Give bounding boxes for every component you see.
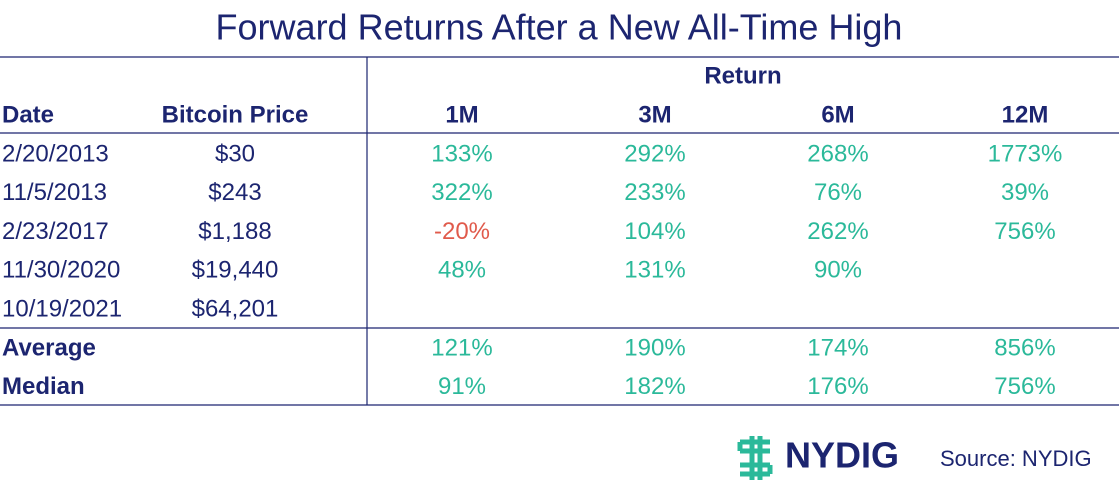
return-cell: -20% [434,218,490,245]
return-cell: 48% [438,257,486,284]
return-cell: 190% [624,334,685,361]
column-header: 6M [821,101,854,128]
cell: $1,188 [198,218,271,245]
cell: $64,201 [192,296,279,323]
return-cell: 174% [807,334,868,361]
cell: 2/20/2013 [2,140,109,167]
return-cell: 76% [814,179,862,206]
cell: Average [2,334,96,361]
return-cell: 756% [994,218,1055,245]
return-cell: 262% [807,218,868,245]
cell: $30 [215,140,255,167]
return-cell: 131% [624,257,685,284]
return-cell: 176% [807,373,868,400]
return-cell: 268% [807,140,868,167]
cell: 11/30/2020 [2,257,120,284]
return-cell: 292% [624,140,685,167]
cell: 2/23/2017 [2,218,109,245]
return-cell: 856% [994,334,1055,361]
return-cell: 91% [438,373,486,400]
column-header: Date [2,101,54,128]
return-cell: 104% [624,218,685,245]
group-header: Return [704,62,781,89]
return-cell: 39% [1001,179,1049,206]
cell: Median [2,373,85,400]
return-cell: 1773% [988,140,1063,167]
column-header: 1M [445,101,478,128]
cell: 10/19/2021 [2,296,122,323]
cell: $243 [208,179,261,206]
column-header: 3M [638,101,671,128]
logo-icon [737,436,773,480]
source: Source: NYDIG [940,446,1092,471]
column-header: 12M [1002,101,1049,128]
return-cell: 121% [431,334,492,361]
cell: $19,440 [192,257,279,284]
return-cell: 756% [994,373,1055,400]
cell: 11/5/2013 [2,179,107,206]
return-cell: 182% [624,373,685,400]
return-cell: 133% [431,140,492,167]
title: Forward Returns After a New All-Time Hig… [216,7,903,48]
logo-text: NYDIG [785,435,899,476]
return-cell: 233% [624,179,685,206]
column-header: Bitcoin Price [162,101,309,128]
return-cell: 322% [431,179,492,206]
return-cell: 90% [814,257,862,284]
